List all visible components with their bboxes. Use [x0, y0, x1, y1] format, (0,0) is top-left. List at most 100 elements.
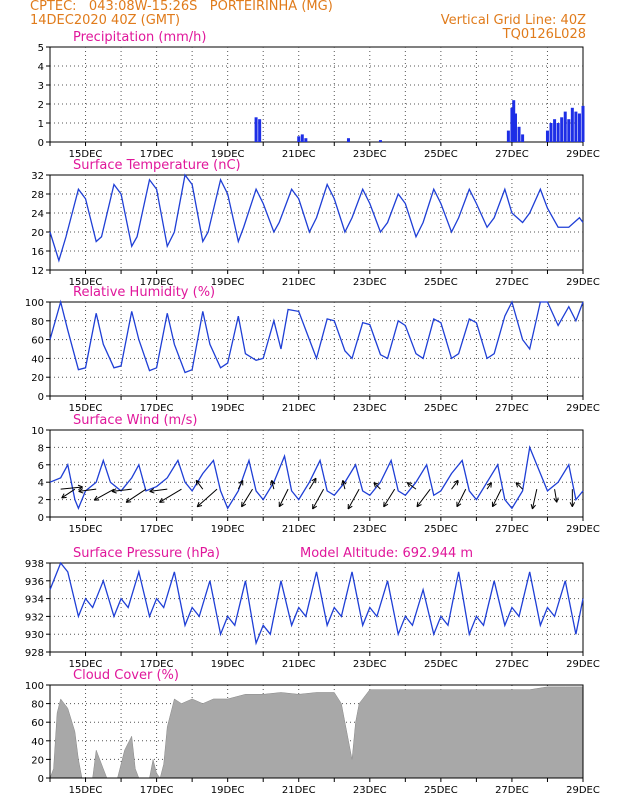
wind-vector	[515, 482, 523, 490]
wind-vector	[416, 488, 431, 508]
wind-vector	[111, 488, 132, 492]
y-tick-label: 12	[31, 266, 44, 277]
x-tick-label: 15DEC	[69, 403, 103, 414]
precip-bar	[254, 117, 258, 142]
y-tick-label: 16	[31, 247, 44, 258]
precip-bar	[567, 119, 571, 142]
series-line	[49, 445, 584, 511]
y-tick-label: 20	[31, 228, 44, 239]
y-tick-label: 934	[25, 595, 44, 606]
x-tick-label: 21DEC	[282, 659, 316, 670]
wind-vector-head	[569, 502, 576, 507]
x-tick-label: 29DEC	[566, 149, 600, 160]
panel-title: Cloud Cover (%)	[73, 668, 179, 683]
precip-bar	[560, 117, 564, 142]
panel-0	[46, 46, 585, 146]
panel-annotation: Model Altitude: 692.944 m	[300, 546, 473, 561]
panel-title: Precipitation (mm/h)	[73, 30, 206, 45]
x-tick-label: 19DEC	[211, 149, 245, 160]
precip-bar	[513, 113, 517, 142]
wind-vector-head	[491, 501, 497, 508]
wind-vector-head	[196, 501, 203, 508]
x-tick-label: 17DEC	[140, 149, 174, 160]
wind-vector	[195, 480, 204, 490]
y-tick-label: 930	[25, 630, 44, 641]
y-tick-label: 0	[38, 774, 44, 785]
y-tick-label: 928	[25, 648, 44, 659]
panel-frame	[49, 301, 584, 397]
precip-bar	[521, 134, 525, 142]
cloud-cover-area	[49, 686, 584, 779]
x-tick-label: 15DEC	[69, 524, 103, 535]
header-model-id: TQ0126L028	[502, 27, 586, 42]
wind-vector-head	[553, 497, 559, 503]
y-tick-label: 936	[25, 577, 44, 588]
wind-vector	[342, 480, 346, 490]
y-tick-label: 40	[31, 354, 44, 365]
x-tick-label: 17DEC	[140, 524, 174, 535]
x-tick-label: 23DEC	[353, 659, 387, 670]
y-tick-label: 32	[31, 171, 44, 182]
wind-vector-head	[78, 488, 84, 494]
wind-vector	[486, 482, 492, 490]
x-tick-label: 25DEC	[424, 149, 458, 160]
x-tick-label: 15DEC	[69, 785, 103, 796]
x-tick-label: 21DEC	[282, 403, 316, 414]
panel-frame	[49, 429, 584, 518]
wind-vector-head	[238, 479, 244, 486]
panel-3	[46, 429, 584, 521]
y-tick-label: 0	[38, 138, 44, 149]
wind-vector-head	[311, 477, 317, 484]
y-tick-label: 8	[38, 443, 44, 454]
x-tick-label: 19DEC	[211, 524, 245, 535]
y-tick-label: 938	[25, 559, 44, 570]
precip-bar	[512, 100, 516, 142]
x-tick-label: 17DEC	[140, 785, 174, 796]
x-tick-label: 21DEC	[282, 785, 316, 796]
y-tick-label: 4	[38, 62, 44, 73]
wind-vector-head	[456, 501, 462, 508]
y-tick-label: 5	[38, 43, 44, 54]
precip-bar	[378, 140, 382, 142]
wind-vector-head	[77, 484, 83, 491]
wind-vector	[159, 488, 182, 503]
y-tick-label: 10	[31, 426, 44, 437]
x-tick-label: 19DEC	[211, 277, 245, 288]
y-tick-label: 60	[31, 336, 44, 347]
x-tick-label: 15DEC	[69, 277, 103, 288]
y-tick-label: 80	[31, 700, 44, 711]
y-tick-label: 20	[31, 755, 44, 766]
precip-bar	[574, 111, 578, 142]
x-tick-label: 19DEC	[211, 403, 245, 414]
y-tick-label: 3	[38, 81, 44, 92]
x-tick-label: 29DEC	[566, 524, 600, 535]
wind-vector	[531, 489, 538, 510]
wind-vector	[237, 480, 244, 490]
wind-vector-head	[61, 493, 67, 499]
x-tick-label: 27DEC	[495, 785, 529, 796]
x-tick-label: 15DEC	[69, 659, 103, 670]
precip-bar	[258, 119, 262, 142]
x-tick-label: 29DEC	[566, 403, 600, 414]
wind-vector	[406, 482, 417, 490]
series-line	[49, 173, 584, 263]
wind-vector-head	[125, 497, 132, 503]
x-tick-label: 21DEC	[282, 524, 316, 535]
wind-vector	[61, 488, 76, 499]
wind-vector-head	[515, 482, 521, 488]
precip-bar	[549, 123, 553, 142]
x-tick-label: 23DEC	[353, 149, 387, 160]
precip-bar	[563, 111, 567, 142]
x-tick-label: 29DEC	[566, 277, 600, 288]
panel-frame	[49, 174, 584, 271]
wind-vector	[451, 480, 459, 490]
wind-vector-head	[347, 503, 353, 510]
wind-vector-head	[341, 480, 347, 486]
precip-bar	[556, 123, 560, 142]
wind-vector	[554, 489, 558, 503]
wind-vector	[125, 488, 147, 503]
wind-vector-head	[159, 497, 165, 503]
panel-1	[46, 173, 584, 274]
wind-vector	[347, 488, 360, 510]
